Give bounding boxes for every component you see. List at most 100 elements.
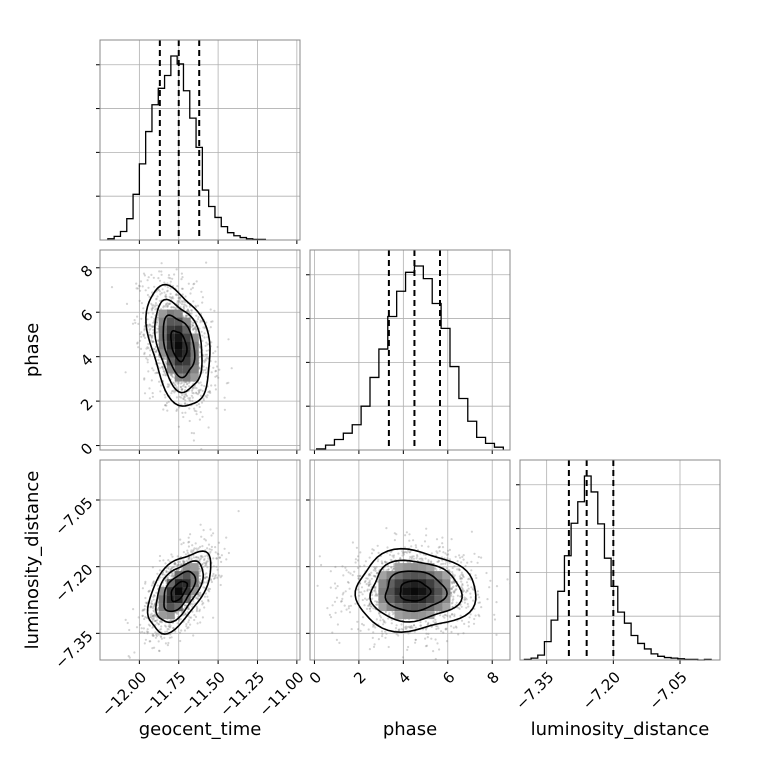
hist-phase-panel bbox=[306, 249, 511, 454]
scatter-geocent-time-vs-luminosity-distance-contour-2 bbox=[154, 560, 204, 624]
hist-luminosity-distance-panel: −7.35 −7.20 −7.05 bbox=[512, 459, 721, 713]
scatter-geocent-time-vs-luminosity-distance-xtick-label-4: −11.00 bbox=[256, 668, 308, 720]
ylabel-phase: phase bbox=[22, 323, 43, 377]
hist-phase-bin-6 bbox=[370, 377, 379, 450]
hist-geocent-time-step bbox=[107, 55, 267, 241]
hist-geocent-time-bin-2 bbox=[120, 231, 126, 240]
hist-phase-bin-2 bbox=[334, 439, 343, 450]
hist-luminosity-distance-bin-3 bbox=[544, 642, 551, 660]
hist-geocent-time-bin-3 bbox=[127, 219, 133, 240]
hist-luminosity-distance-bin-2 bbox=[538, 655, 545, 660]
scatter-geocent-time-vs-luminosity-distance-ytick-label-2: −7.05 bbox=[51, 494, 96, 539]
scatter-phase-vs-luminosity-distance-contour-2 bbox=[369, 559, 463, 623]
scatter-phase-vs-luminosity-distance-xtick-label-2: 4 bbox=[395, 668, 414, 687]
hist-luminosity-distance-xtick-label-2: −7.05 bbox=[646, 668, 691, 713]
hist-phase-bin-15 bbox=[450, 367, 459, 450]
hist-phase-bin-18 bbox=[477, 437, 486, 450]
hist-phase-bin-16 bbox=[459, 398, 468, 450]
hist-geocent-time-bin-19 bbox=[228, 233, 234, 240]
hist-phase-bin-11 bbox=[414, 266, 423, 450]
hist-luminosity-distance-bin-20 bbox=[658, 656, 665, 660]
scatter-geocent-time-vs-phase-contour-1 bbox=[162, 314, 196, 379]
scatter-phase-vs-luminosity-distance-xtick-label-1: 2 bbox=[350, 668, 369, 687]
hist-luminosity-distance-bin-11 bbox=[598, 524, 605, 660]
scatter-phase-vs-luminosity-distance-frame bbox=[309, 459, 511, 661]
xlabel-geocent-time: geocent_time bbox=[139, 719, 262, 740]
scatter-phase-vs-luminosity-distance-xtick-label-3: 6 bbox=[439, 668, 458, 687]
hist-phase-bin-7 bbox=[379, 349, 388, 450]
scatter-geocent-time-vs-phase-content bbox=[110, 261, 233, 450]
scatter-phase-vs-luminosity-distance-xtick-label-4: 8 bbox=[484, 668, 503, 687]
hist-geocent-time-bin-5 bbox=[139, 164, 145, 240]
hist-luminosity-distance-step bbox=[523, 475, 712, 661]
hist-luminosity-distance-bin-18 bbox=[644, 649, 651, 660]
scatter-geocent-time-vs-phase-contour-3 bbox=[145, 283, 211, 407]
scatter-geocent-time-vs-luminosity-distance-frame bbox=[99, 459, 301, 661]
hist-geocent-time-bin-16 bbox=[209, 206, 215, 240]
hist-phase-bin-10 bbox=[406, 272, 415, 450]
hist-luminosity-distance-bin-6 bbox=[564, 556, 571, 660]
hist-geocent-time-bin-18 bbox=[221, 227, 227, 240]
scatter-geocent-time-vs-phase-frame bbox=[99, 249, 301, 451]
hist-phase-bin-4 bbox=[352, 425, 361, 450]
hist-geocent-time-bin-13 bbox=[190, 118, 196, 240]
hist-luminosity-distance-bin-8 bbox=[578, 502, 585, 660]
hist-luminosity-distance-bin-14 bbox=[618, 612, 625, 660]
hist-luminosity-distance-bin-17 bbox=[638, 643, 645, 660]
scatter-geocent-time-vs-phase-ytick-label-2: 4 bbox=[77, 350, 96, 369]
hist-luminosity-distance-bin-7 bbox=[571, 523, 578, 660]
hist-phase-frame bbox=[309, 249, 511, 451]
scatter-geocent-time-vs-phase-contour-2 bbox=[153, 298, 203, 394]
scatter-geocent-time-vs-phase-ytick-label-1: 2 bbox=[77, 395, 96, 414]
scatter-geocent-time-vs-phase-ytick-label-0: 0 bbox=[77, 439, 96, 458]
scatter-geocent-time-vs-luminosity-distance-ytick-label-0: −7.35 bbox=[51, 627, 96, 672]
hist-luminosity-distance-bin-4 bbox=[551, 620, 558, 660]
hist-luminosity-distance-frame bbox=[519, 459, 721, 661]
scatter-geocent-time-vs-luminosity-distance-contour-3 bbox=[146, 550, 212, 635]
xlabel-phase: phase bbox=[383, 719, 437, 740]
hist-geocent-time-bin-10 bbox=[171, 56, 177, 240]
hist-geocent-time-bin-1 bbox=[114, 236, 120, 240]
hist-phase-bin-17 bbox=[468, 421, 477, 450]
scatter-phase-vs-luminosity-distance-contour-3 bbox=[354, 547, 477, 634]
hist-luminosity-distance-xtick-label-1: −7.20 bbox=[579, 668, 624, 713]
hist-phase-bin-5 bbox=[361, 406, 370, 450]
scatter-geocent-time-vs-luminosity-distance-contour-0 bbox=[170, 580, 189, 603]
hist-luminosity-distance-bin-13 bbox=[611, 586, 618, 660]
scatter-phase-vs-luminosity-distance-contour-1 bbox=[384, 570, 448, 613]
hist-phase-bin-14 bbox=[441, 328, 450, 450]
hist-luminosity-distance-bin-19 bbox=[651, 654, 658, 660]
hist-luminosity-distance-bin-15 bbox=[624, 623, 631, 660]
hist-luminosity-distance-xtick-label-0: −7.35 bbox=[512, 668, 557, 713]
hist-luminosity-distance-bin-16 bbox=[631, 635, 638, 660]
hist-phase-bin-12 bbox=[423, 279, 432, 450]
hist-geocent-time-bin-17 bbox=[215, 217, 221, 240]
hist-luminosity-distance-bin-5 bbox=[558, 591, 565, 660]
ylabel-luminosity-distance: luminosity_distance bbox=[22, 471, 43, 650]
scatter-geocent-time-vs-phase-ytick-label-4: 8 bbox=[77, 262, 96, 281]
hist-phase-bin-9 bbox=[397, 291, 406, 450]
scatter-geocent-time-vs-luminosity-distance-content bbox=[124, 510, 240, 659]
hist-phase-bin-19 bbox=[486, 443, 495, 450]
hist-phase-step bbox=[316, 265, 504, 450]
hist-geocent-time-frame bbox=[99, 39, 301, 241]
hist-phase-bin-1 bbox=[326, 445, 335, 450]
scatter-geocent-time-vs-phase-ytick-label-3: 6 bbox=[77, 306, 96, 325]
hist-phase-bin-3 bbox=[343, 433, 352, 450]
scatter-geocent-time-vs-luminosity-distance-ytick-label-1: −7.20 bbox=[51, 560, 96, 605]
hist-geocent-time-bin-12 bbox=[183, 91, 189, 240]
hist-geocent-time-bin-15 bbox=[202, 190, 208, 240]
scatter-phase-vs-luminosity-distance-contour-0 bbox=[399, 580, 432, 602]
scatter-geocent-time-vs-phase-contour-0 bbox=[170, 330, 188, 363]
scatter-geocent-time-vs-phase-panel: 0 2 4 6 8 bbox=[77, 249, 301, 459]
hist-geocent-time-bin-6 bbox=[146, 132, 152, 240]
hist-luminosity-distance-bin-9 bbox=[584, 476, 591, 660]
hist-geocent-time-bin-9 bbox=[165, 75, 171, 240]
hist-geocent-time-bin-7 bbox=[152, 105, 158, 240]
hist-luminosity-distance-bin-10 bbox=[591, 492, 598, 660]
scatter-phase-vs-luminosity-distance-xtick-label-0: 0 bbox=[306, 668, 325, 687]
hist-geocent-time-panel bbox=[96, 39, 301, 244]
scatter-geocent-time-vs-luminosity-distance-contour-1 bbox=[163, 570, 197, 613]
xlabel-luminosity-distance: luminosity_distance bbox=[531, 719, 710, 740]
scatter-geocent-time-vs-luminosity-distance-panel: −7.35−7.20−7.05−12.00−11.75−11.50−11.25−… bbox=[51, 459, 308, 720]
